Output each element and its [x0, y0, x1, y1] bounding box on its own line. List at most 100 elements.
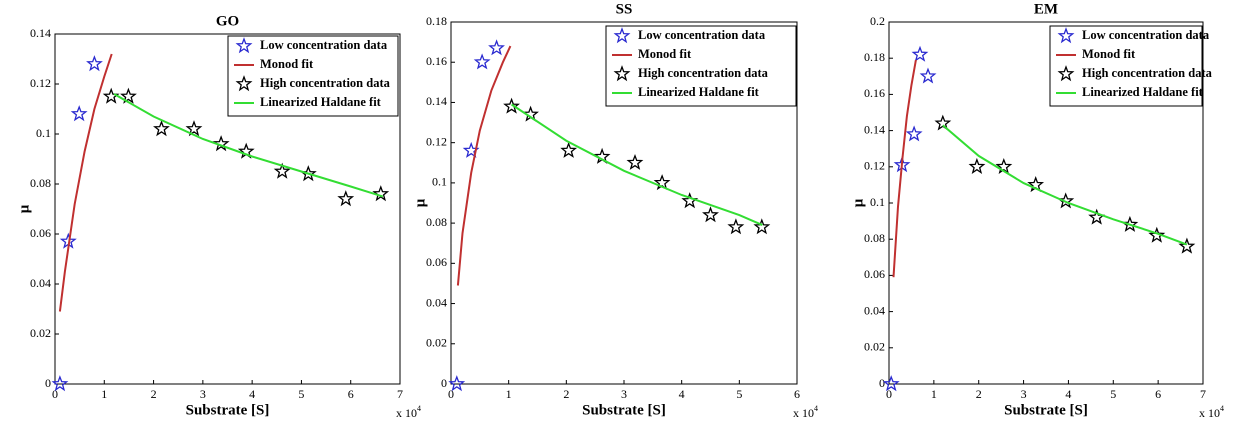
y-tick-label: 0.08	[30, 176, 51, 190]
x-tick-label: 3	[200, 387, 206, 401]
y-tick-label: 0.08	[864, 231, 885, 245]
star-marker	[727, 218, 745, 235]
legend-swatch	[1057, 27, 1075, 44]
legend-swatch	[613, 65, 631, 82]
legend-box	[605, 25, 797, 107]
star-marker	[448, 375, 466, 392]
star-marker	[372, 185, 390, 202]
legend-label: Monod fit	[260, 57, 314, 71]
y-tick-label: 0.12	[426, 134, 447, 148]
x-tick-label: 6	[1155, 387, 1161, 401]
chart-title: GO	[216, 13, 239, 29]
legend-swatch	[235, 75, 253, 92]
y-tick-label: 0.04	[864, 303, 885, 317]
x-tick-label: 5	[736, 387, 742, 401]
x-tick-label: 2	[563, 387, 569, 401]
fit-line	[113, 93, 384, 198]
y-tick-label: 0.06	[30, 226, 51, 240]
star-marker	[212, 135, 230, 152]
y-axis-label: μ	[16, 204, 32, 213]
star-marker	[934, 114, 952, 131]
star-marker	[120, 87, 137, 104]
y-tick-label: 0	[879, 376, 885, 390]
x-multiplier: x 104	[793, 404, 818, 420]
y-tick-label: 0.04	[30, 276, 51, 290]
star-marker	[919, 67, 937, 84]
y-tick-label: 0.16	[426, 54, 447, 68]
star-marker	[70, 105, 88, 122]
x-tick-label: 3	[1021, 387, 1027, 401]
y-axis-label: μ	[412, 198, 428, 207]
x-axis-label: Substrate [S]	[186, 402, 270, 418]
y-tick-label: 0.06	[864, 267, 885, 281]
legend-label: Low concentration data	[260, 38, 388, 52]
y-tick-label: 0.18	[864, 50, 885, 64]
y-tick-label: 0.02	[864, 340, 885, 354]
fit-line	[892, 59, 917, 278]
y-tick-label: 0.06	[426, 255, 447, 269]
star-marker	[337, 190, 355, 207]
x-axis-label: Substrate [S]	[1004, 402, 1088, 418]
star-marker	[185, 120, 203, 137]
y-tick-label: 0.14	[426, 94, 447, 108]
x-multiplier-exponent: 4	[417, 404, 421, 413]
x-axis-label: Substrate [S]	[582, 402, 666, 418]
y-axis-label: μ	[850, 198, 866, 207]
y-tick-label: 0.02	[426, 336, 447, 350]
y-tick-label: 0	[441, 376, 447, 390]
y-tick-label: 0	[45, 376, 51, 390]
y-tick-label: 0.1	[432, 175, 447, 189]
y-tick-label: 0.12	[30, 76, 51, 90]
legend-label: Monod fit	[638, 47, 692, 61]
fit-line	[456, 45, 512, 286]
x-tick-label: 3	[621, 387, 627, 401]
legend-label: High concentration data	[1082, 66, 1213, 80]
y-tick-label: 0.12	[864, 159, 885, 173]
x-tick-label: 5	[298, 387, 304, 401]
star-marker	[911, 45, 929, 62]
fit-line	[58, 53, 113, 312]
legend-label: Linearized Haldane fit	[260, 95, 382, 109]
y-tick-label: 0.08	[426, 215, 447, 229]
legend-label: High concentration data	[638, 66, 769, 80]
x-tick-label: 4	[249, 387, 255, 401]
y-tick-label: 0.1	[36, 126, 51, 140]
legend-swatch	[1057, 65, 1075, 82]
star-marker	[153, 120, 170, 137]
legend-label: Linearized Haldane fit	[1082, 85, 1204, 99]
x-multiplier-base: x 10	[1199, 406, 1220, 420]
legend-label: High concentration data	[260, 76, 391, 90]
star-marker	[626, 153, 644, 170]
star-marker	[1148, 226, 1166, 243]
x-tick-label: 4	[1065, 387, 1071, 401]
legend-swatch	[613, 27, 631, 44]
star-marker	[560, 141, 578, 158]
fit-line	[942, 124, 1188, 246]
x-tick-label: 7	[1200, 387, 1206, 401]
x-tick-label: 6	[794, 387, 800, 401]
legend-label: Low concentration data	[1082, 28, 1210, 42]
x-tick-label: 0	[448, 387, 454, 401]
star-marker	[503, 97, 520, 114]
chart-title: SS	[616, 1, 633, 17]
x-tick-label: 1	[931, 387, 937, 401]
plot-frame	[54, 33, 401, 385]
x-multiplier-base: x 10	[793, 406, 814, 420]
legend-box	[227, 35, 399, 117]
star-marker	[995, 157, 1013, 175]
star-marker	[753, 218, 771, 235]
y-tick-label: 0.14	[30, 26, 51, 40]
legend-label: Linearized Haldane fit	[638, 85, 760, 99]
star-marker	[51, 375, 69, 392]
x-tick-label: 7	[397, 387, 403, 401]
x-multiplier: x 104	[1199, 404, 1224, 420]
y-tick-label: 0.16	[864, 86, 885, 100]
x-multiplier-base: x 10	[396, 406, 417, 420]
x-multiplier: x 104	[396, 404, 421, 420]
star-marker	[905, 125, 923, 142]
y-tick-label: 0.14	[864, 122, 885, 136]
star-marker	[473, 53, 491, 70]
x-tick-label: 0	[52, 387, 58, 401]
y-tick-label: 0.2	[870, 14, 885, 28]
